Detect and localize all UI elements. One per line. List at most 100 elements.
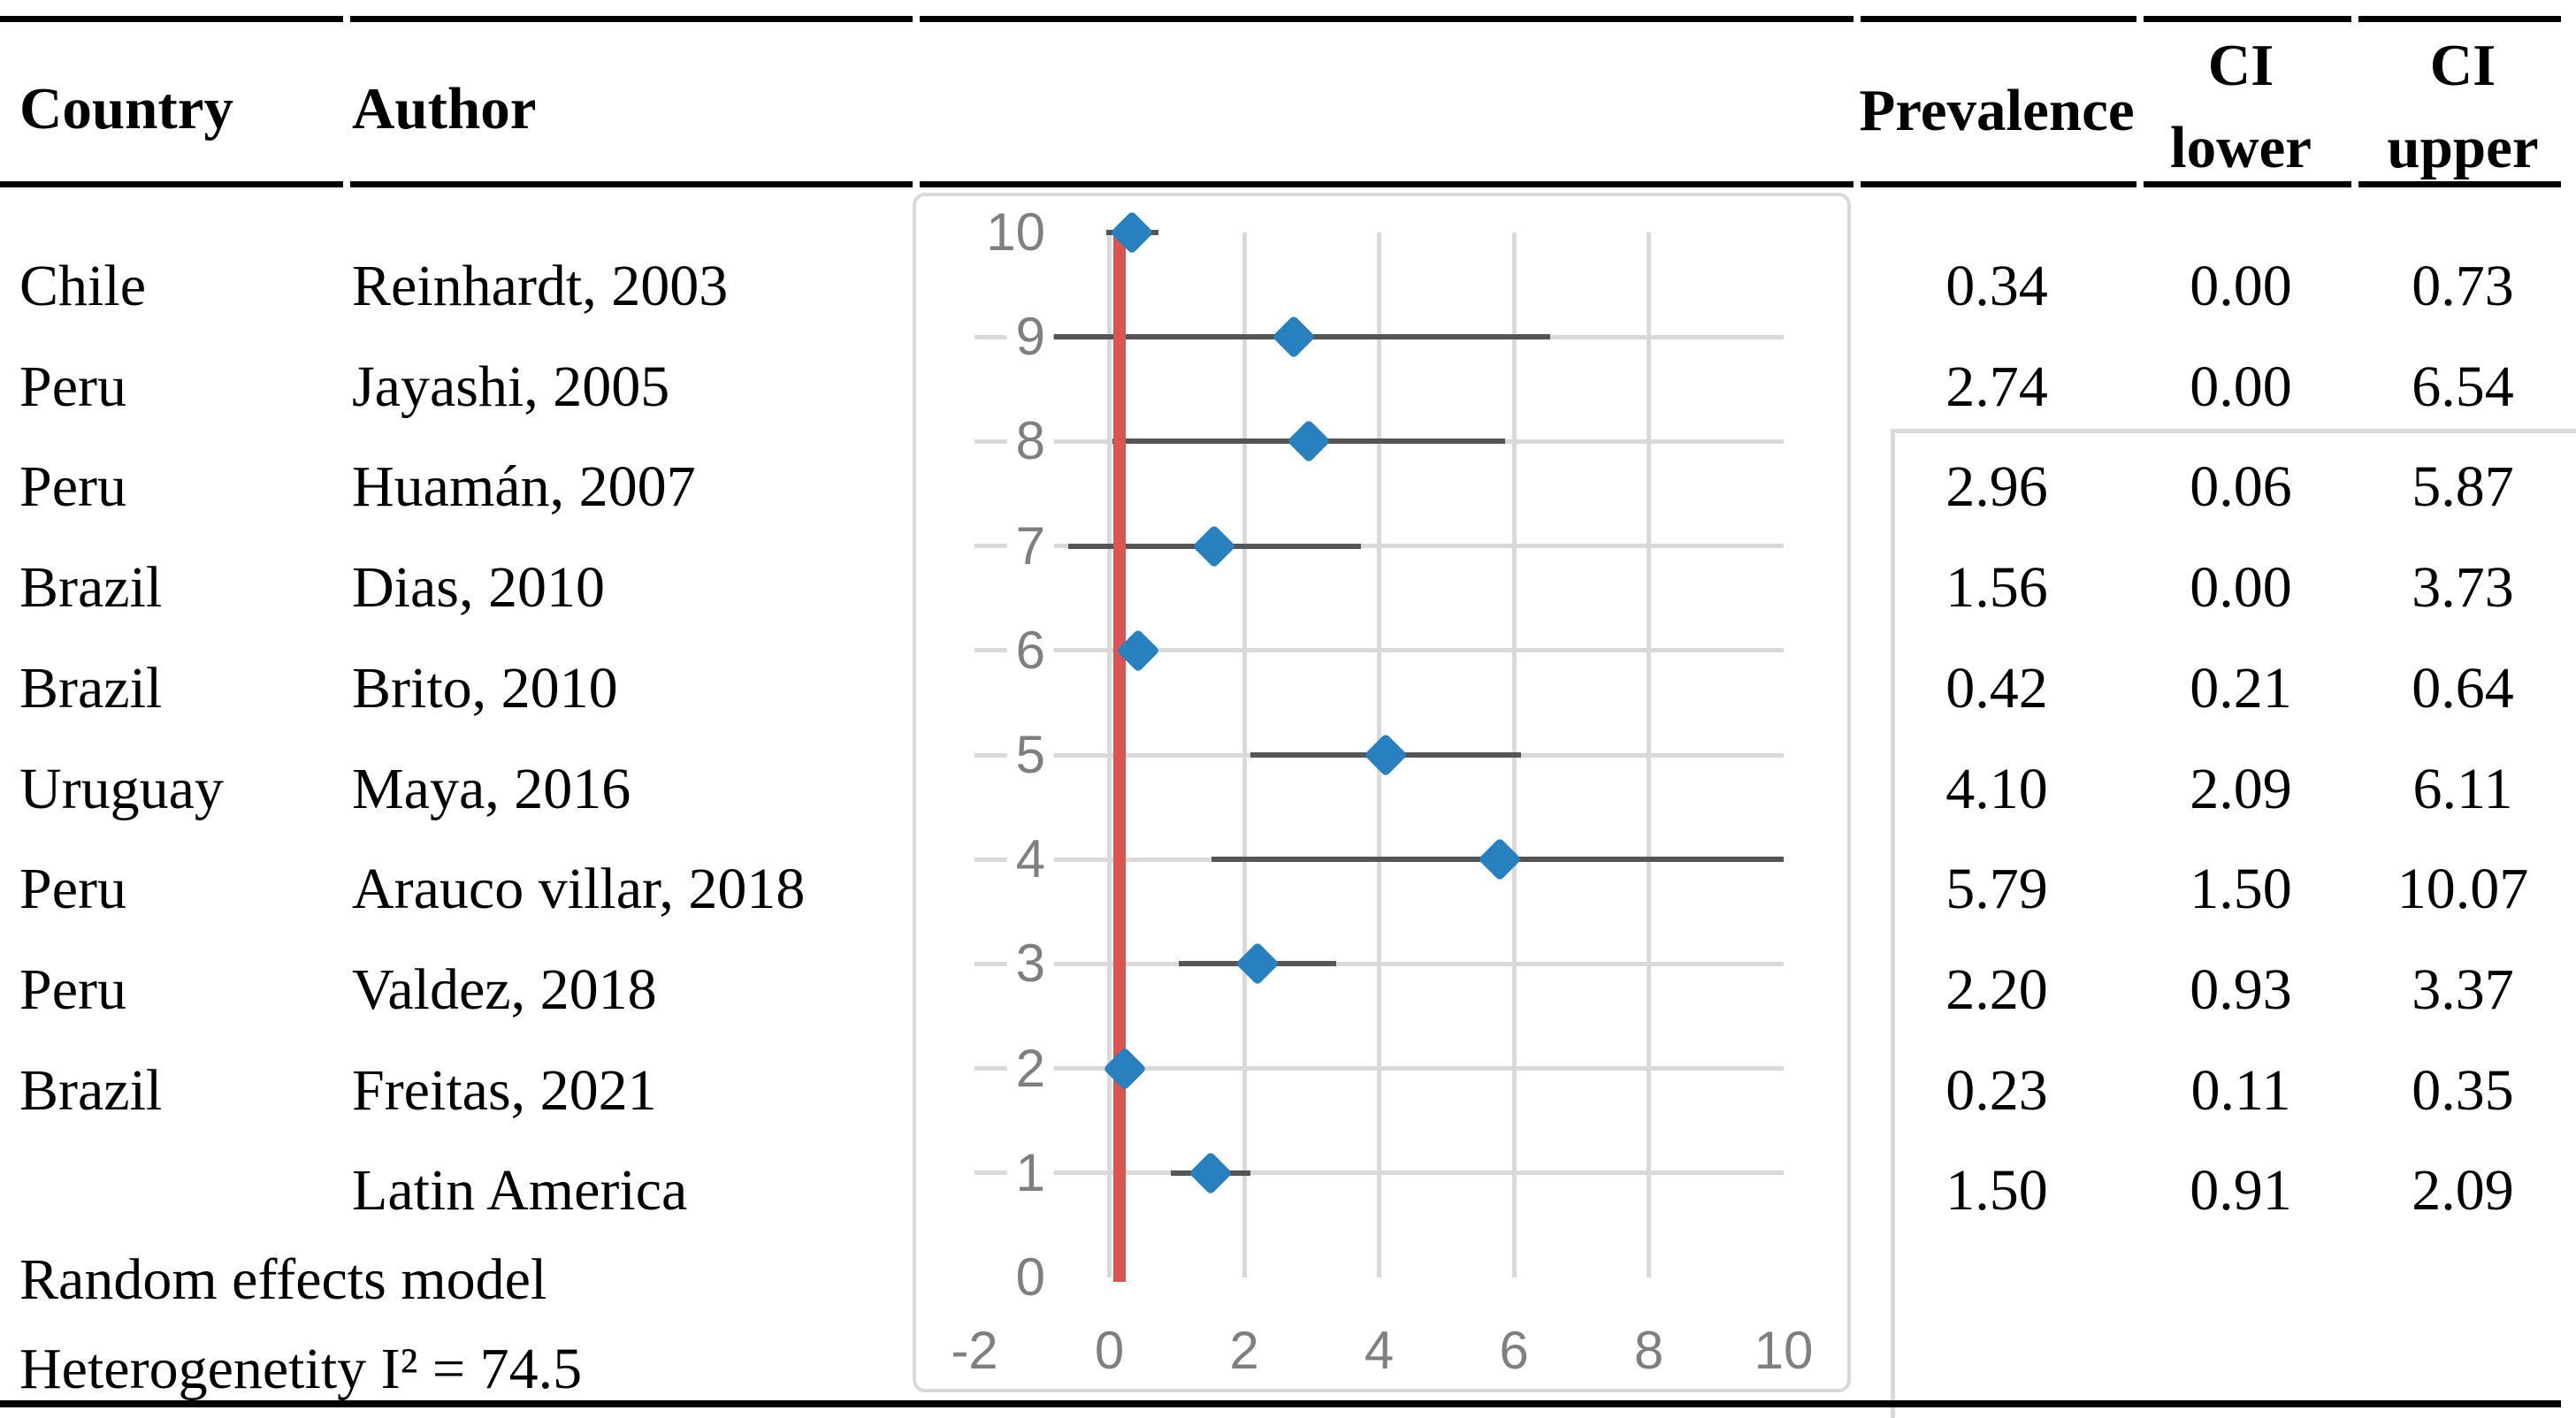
y-axis-tick-label: 1 bbox=[1006, 1142, 1054, 1203]
ci-upper-line1: CI bbox=[2429, 33, 2496, 98]
heterogeneity-label: Heterogenetity I² = 74.5 bbox=[19, 1337, 583, 1401]
gridline-horizontal bbox=[975, 544, 1784, 549]
header-rule-segment bbox=[2144, 181, 2351, 187]
row-ci-lower-value: 0.11 bbox=[2190, 1057, 2291, 1123]
row-ci-upper-value: 5.87 bbox=[2412, 454, 2514, 520]
row-prevalence-value: 1.50 bbox=[1945, 1158, 2048, 1224]
row-author: Brito, 2010 bbox=[352, 655, 618, 720]
y-axis-tick-label: 9 bbox=[1006, 307, 1054, 368]
row-ci-lower-value: 0.00 bbox=[2190, 254, 2292, 318]
header-rule-segment bbox=[920, 181, 1854, 187]
y-axis-tick-label: 2 bbox=[1006, 1038, 1054, 1099]
top-rule-segment bbox=[1861, 16, 2136, 22]
row-ci-lower-value: 0.00 bbox=[2190, 354, 2292, 419]
header-rule-segment bbox=[2358, 181, 2561, 187]
row-ci-lower-value: 2.09 bbox=[2190, 756, 2292, 821]
row-prevalence-value: 2.74 bbox=[1945, 354, 2048, 419]
row-prevalence-value: 5.79 bbox=[1945, 857, 2048, 922]
row-author: Dias, 2010 bbox=[352, 555, 605, 621]
column-header-prevalence: Prevalence bbox=[1859, 78, 2135, 143]
row-ci-upper-value: 0.73 bbox=[2412, 254, 2514, 318]
x-axis-tick-label: 0 bbox=[1094, 1321, 1125, 1380]
row-country: Brazil bbox=[19, 655, 163, 720]
row-prevalence-value: 4.10 bbox=[1945, 756, 2048, 821]
row-ci-upper-value: 0.35 bbox=[2412, 1057, 2514, 1123]
row-prevalence-value: 0.42 bbox=[1945, 655, 2048, 720]
row-ci-lower-value: 1.50 bbox=[2190, 857, 2292, 922]
y-axis-tick-label: 0 bbox=[1006, 1247, 1054, 1307]
row-ci-upper-value: 6.11 bbox=[2412, 756, 2513, 821]
column-header-ci-upper: CI upper bbox=[2330, 25, 2576, 189]
header-rule-segment bbox=[350, 181, 913, 187]
row-ci-upper-value: 2.09 bbox=[2412, 1158, 2514, 1224]
y-axis-tick-label: 5 bbox=[1006, 725, 1054, 785]
row-prevalence-value: 0.34 bbox=[1945, 254, 2048, 318]
x-axis-tick-label: 4 bbox=[1364, 1321, 1395, 1380]
bottom-rule bbox=[0, 1400, 2561, 1407]
top-rule-segment bbox=[0, 16, 343, 22]
ci-lower-line1: CI bbox=[2207, 33, 2274, 98]
reference-line bbox=[1112, 233, 1126, 1282]
row-author: Latin America bbox=[352, 1158, 688, 1224]
forest-chart bbox=[913, 193, 2576, 1418]
row-ci-upper-value: 0.64 bbox=[2412, 655, 2514, 720]
row-country: Peru bbox=[19, 454, 126, 520]
column-header-ci-lower: CI lower bbox=[2108, 25, 2373, 189]
column-header-author: Author bbox=[352, 76, 537, 141]
y-axis-tick-label: 7 bbox=[1006, 515, 1054, 576]
row-ci-lower-value: 0.21 bbox=[2190, 655, 2292, 720]
row-prevalence-value: 2.96 bbox=[1945, 454, 2048, 520]
row-ci-upper-value: 10.07 bbox=[2396, 857, 2529, 922]
x-axis-tick-label: 6 bbox=[1499, 1321, 1529, 1380]
x-axis-tick-label: -2 bbox=[951, 1321, 998, 1380]
header-rule-segment bbox=[0, 181, 343, 187]
random-effects-model-label: Random effects model bbox=[19, 1247, 547, 1312]
row-author: Reinhardt, 2003 bbox=[352, 254, 729, 318]
row-author: Huamán, 2007 bbox=[352, 454, 696, 520]
ci-lower-line2: lower bbox=[2170, 115, 2312, 180]
x-axis-tick-label: 8 bbox=[1633, 1321, 1664, 1380]
y-axis-tick-label: 3 bbox=[1006, 934, 1054, 995]
row-ci-upper-value: 6.54 bbox=[2412, 354, 2514, 419]
row-prevalence-value: 0.23 bbox=[1945, 1057, 2048, 1123]
row-country: Uruguay bbox=[19, 756, 224, 821]
row-ci-lower-value: 0.06 bbox=[2190, 454, 2292, 520]
x-axis-tick-label: 10 bbox=[1754, 1321, 1814, 1380]
plot-area bbox=[1891, 429, 2576, 1418]
header-rule-segment bbox=[1861, 181, 2136, 187]
y-axis-tick-label: 6 bbox=[1006, 620, 1054, 681]
top-rule-segment bbox=[920, 16, 1854, 22]
ci-upper-line2: upper bbox=[2387, 115, 2539, 180]
x-axis-tick-label: 2 bbox=[1229, 1321, 1259, 1380]
row-country: Brazil bbox=[19, 1057, 163, 1123]
column-header-country: Country bbox=[19, 76, 233, 141]
row-author: Valdez, 2018 bbox=[352, 957, 657, 1022]
row-country: Peru bbox=[19, 957, 126, 1022]
row-ci-lower-value: 0.00 bbox=[2190, 555, 2292, 621]
row-prevalence-value: 1.56 bbox=[1945, 555, 2048, 621]
row-ci-upper-value: 3.37 bbox=[2412, 957, 2514, 1022]
row-ci-lower-value: 0.91 bbox=[2190, 1158, 2292, 1224]
gridline-horizontal bbox=[975, 648, 1784, 653]
gridline-horizontal bbox=[975, 1066, 1784, 1071]
row-author: Freitas, 2021 bbox=[352, 1057, 657, 1123]
row-author: Arauco villar, 2018 bbox=[352, 857, 806, 922]
row-author: Jayashi, 2005 bbox=[352, 354, 670, 419]
row-country: Peru bbox=[19, 354, 126, 419]
top-rule-segment bbox=[350, 16, 913, 22]
row-author: Maya, 2016 bbox=[352, 756, 631, 821]
row-country: Peru bbox=[19, 857, 126, 922]
row-ci-lower-value: 0.93 bbox=[2190, 957, 2292, 1022]
top-rule-segment bbox=[2358, 16, 2561, 22]
row-country: Chile bbox=[19, 254, 146, 318]
row-country: Brazil bbox=[19, 555, 163, 621]
row-prevalence-value: 2.20 bbox=[1945, 957, 2048, 1022]
y-axis-tick-label: 4 bbox=[1006, 829, 1054, 890]
gridline-horizontal bbox=[975, 961, 1784, 966]
y-axis-tick-label: 10 bbox=[977, 202, 1054, 263]
gridline-horizontal bbox=[975, 1170, 1784, 1176]
row-ci-upper-value: 3.73 bbox=[2412, 555, 2514, 621]
top-rule-segment bbox=[2144, 16, 2351, 22]
y-axis-tick-label: 8 bbox=[1006, 411, 1054, 472]
